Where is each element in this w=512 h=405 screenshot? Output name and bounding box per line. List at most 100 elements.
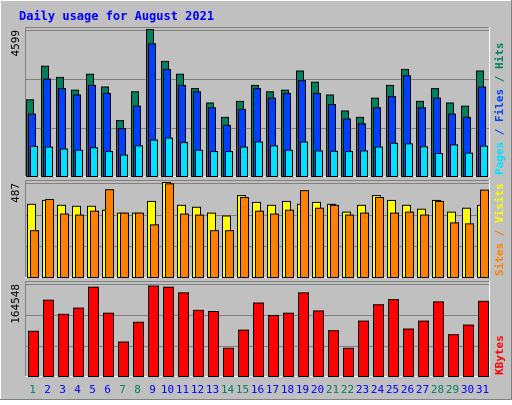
bar-sites-day-11 (180, 213, 189, 278)
visits-legend-part-1: / (493, 223, 506, 243)
day-label-1: 1 (29, 383, 36, 396)
bar-sites-day-28 (435, 200, 444, 278)
hits-scale-max-label: 4599 (9, 30, 22, 57)
kbytes-scale-max-label: 164548 (9, 284, 22, 324)
day-label-13: 13 (206, 383, 219, 396)
bar-sites-day-9 (150, 224, 159, 278)
bar-pages-day-27 (420, 146, 428, 177)
bar-sites-day-19 (300, 190, 309, 279)
bar-kbytes-day-31 (478, 300, 489, 377)
bar-kbytes-day-30 (463, 324, 474, 378)
day-label-25: 25 (386, 383, 399, 396)
bar-sites-day-2 (45, 198, 54, 278)
series-pages (30, 137, 488, 178)
bar-pages-day-22 (345, 151, 353, 178)
day-label-26: 26 (401, 383, 414, 396)
day-label-5: 5 (89, 383, 96, 396)
bar-kbytes-day-24 (373, 304, 384, 378)
day-label-8: 8 (134, 383, 141, 396)
series-files (28, 43, 486, 178)
bar-kbytes-day-5 (88, 286, 99, 378)
bar-sites-day-31 (480, 189, 489, 278)
day-label-20: 20 (311, 383, 324, 396)
bar-pages-day-20 (315, 150, 323, 178)
bar-kbytes-day-29 (448, 334, 459, 377)
day-label-11: 11 (176, 383, 189, 396)
bar-sites-day-30 (465, 223, 474, 279)
bar-sites-day-7 (120, 212, 129, 278)
bar-pages-day-25 (390, 142, 398, 178)
bar-kbytes-day-14 (223, 347, 234, 378)
day-label-17: 17 (266, 383, 279, 396)
bar-kbytes-day-11 (178, 292, 189, 377)
day-label-29: 29 (446, 383, 459, 396)
bar-kbytes-day-15 (238, 329, 249, 377)
bar-sites-day-17 (270, 213, 279, 278)
bar-pages-day-6 (105, 151, 113, 178)
bar-pages-day-1 (30, 145, 38, 177)
bar-kbytes-day-1 (28, 330, 39, 377)
hits-legend-part-3: / (493, 69, 506, 89)
bar-sites-day-3 (60, 213, 69, 278)
kbytes-legend-part-0: KBytes (493, 335, 506, 375)
bar-sites-day-21 (330, 204, 339, 278)
bar-sites-day-12 (195, 214, 204, 278)
chart-panels: 4599 487 164548 Pages / Files / Hits Sites /… (9, 27, 506, 378)
bar-sites-day-10 (165, 183, 174, 279)
day-label-30: 30 (461, 383, 474, 396)
bar-pages-day-13 (210, 151, 218, 178)
day-label-18: 18 (281, 383, 294, 396)
bar-sites-day-16 (255, 210, 264, 278)
visits-panel: 487 (9, 180, 490, 279)
bar-pages-day-30 (465, 152, 473, 178)
bar-pages-day-19 (300, 141, 308, 177)
bar-sites-day-15 (240, 197, 249, 279)
bar-kbytes-day-17 (268, 314, 279, 377)
bar-pages-day-5 (90, 147, 98, 178)
bar-kbytes-day-10 (163, 286, 174, 378)
bar-sites-day-4 (75, 214, 84, 278)
bar-kbytes-day-16 (253, 302, 264, 377)
bar-pages-day-15 (240, 146, 248, 178)
hits-legend-label: Pages / Files / Hits (493, 43, 506, 176)
day-label-19: 19 (296, 383, 309, 396)
bar-pages-day-11 (180, 142, 188, 178)
bar-sites-day-18 (285, 209, 294, 279)
bar-sites-day-29 (450, 222, 459, 279)
visits-scale-max-label: 487 (9, 183, 22, 203)
bar-pages-day-31 (480, 145, 488, 178)
bar-pages-day-26 (405, 143, 413, 178)
bar-kbytes-day-20 (313, 310, 324, 377)
bar-kbytes-day-18 (283, 312, 294, 377)
day-label-6: 6 (104, 383, 111, 396)
day-label-23: 23 (356, 383, 369, 396)
bar-pages-day-9 (150, 139, 158, 177)
bar-kbytes-day-2 (43, 299, 54, 377)
bar-kbytes-day-27 (418, 320, 429, 377)
day-label-14: 14 (221, 383, 235, 396)
bar-kbytes-day-21 (328, 330, 339, 377)
series-kbytes (28, 285, 489, 378)
day-label-27: 27 (416, 383, 429, 396)
day-label-2: 2 (44, 383, 51, 396)
hits-panel: 4599 (9, 27, 490, 178)
bar-sites-day-6 (105, 189, 114, 279)
bar-sites-day-22 (345, 214, 354, 278)
bar-sites-day-13 (210, 230, 219, 279)
bar-pages-day-8 (135, 145, 143, 177)
bar-sites-day-25 (390, 212, 399, 278)
bar-pages-day-18 (285, 149, 293, 177)
bar-pages-day-28 (435, 152, 443, 177)
bar-pages-day-2 (45, 146, 53, 178)
day-label-28: 28 (431, 383, 444, 396)
bar-pages-day-3 (60, 148, 68, 177)
bar-kbytes-day-3 (58, 313, 69, 377)
bar-kbytes-day-13 (208, 311, 219, 377)
bar-kbytes-day-6 (103, 312, 114, 377)
hits-legend-part-4: Hits (493, 43, 506, 70)
bar-pages-day-4 (75, 149, 83, 177)
bar-sites-day-23 (360, 212, 369, 278)
visits-legend-label: Sites / Visits (493, 183, 506, 276)
